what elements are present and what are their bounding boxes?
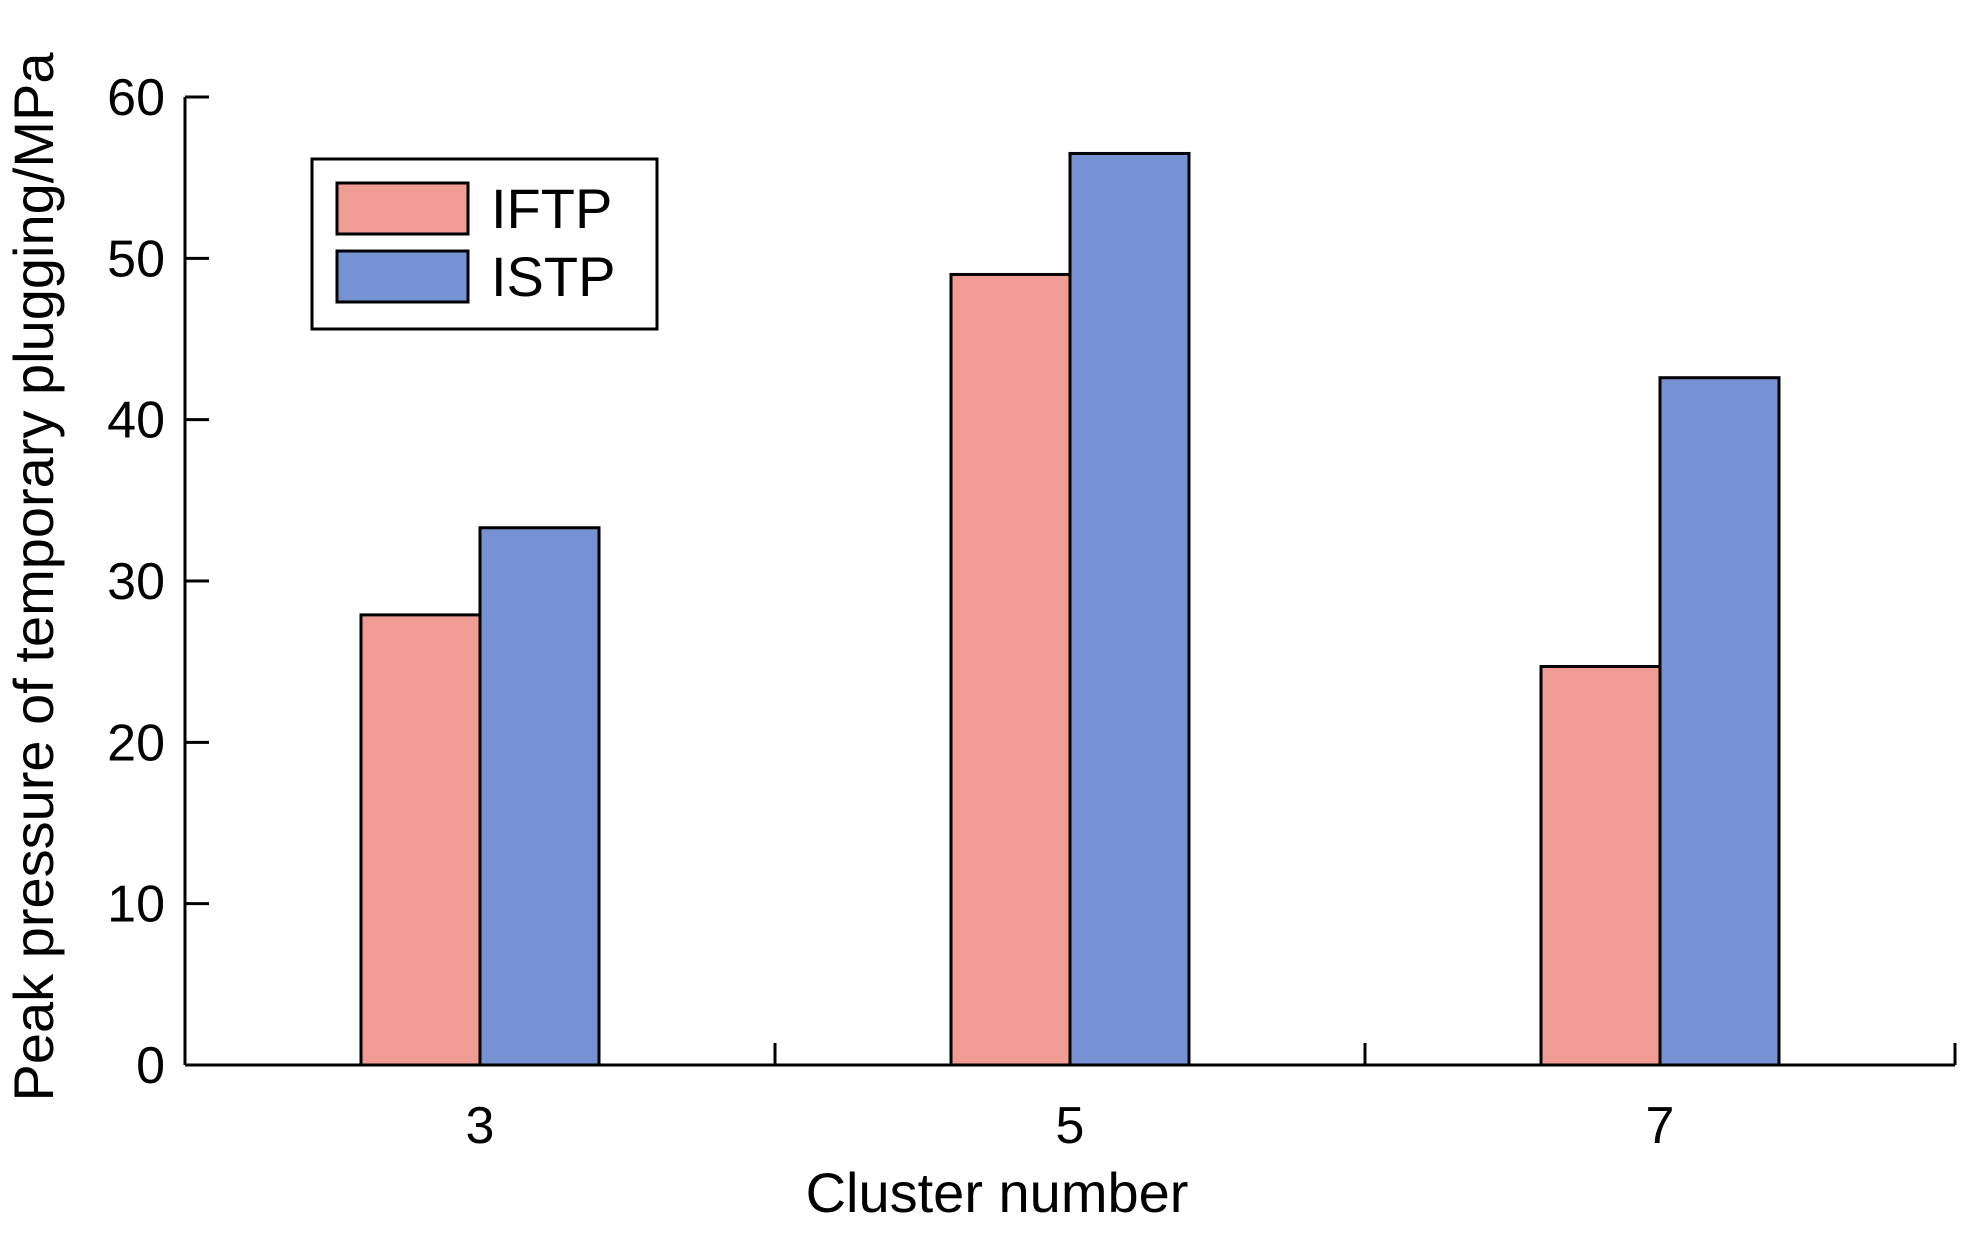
bar-iftp-cluster-3 [359, 613, 482, 1067]
y-tick-label-10: 10 [107, 876, 165, 934]
legend-label-istp: ISTP [491, 245, 615, 308]
legend-label-iftp: IFTP [491, 177, 612, 240]
legend-swatch-iftp [335, 181, 470, 236]
bars-group [359, 151, 1781, 1067]
y-tick-label-0: 0 [136, 1037, 165, 1095]
x-ticks-group: 3 5 7 [466, 1043, 1957, 1155]
legend-swatch-istp [335, 249, 470, 304]
y-axis-title: Peak pressure of temporary plugging/MPa [2, 52, 65, 1102]
x-tick-label-5: 5 [1056, 1097, 1085, 1155]
x-axis-title: Cluster number [806, 1161, 1189, 1224]
y-tick-label-30: 30 [107, 553, 165, 611]
bar-istp-cluster-5 [1068, 151, 1191, 1067]
bar-istp-cluster-7 [1658, 376, 1781, 1067]
y-ticks-group: 0 10 20 30 40 50 60 [107, 69, 209, 1095]
y-tick-label-60: 60 [107, 69, 165, 127]
x-tick-label-3: 3 [466, 1097, 495, 1155]
bar-istp-cluster-3 [478, 526, 601, 1067]
bar-iftp-cluster-5 [949, 272, 1072, 1067]
y-tick-label-50: 50 [107, 230, 165, 288]
x-tick-label-7: 7 [1646, 1097, 1675, 1155]
y-tick-label-20: 20 [107, 714, 165, 772]
legend: IFTP ISTP [310, 157, 659, 331]
y-tick-label-40: 40 [107, 392, 165, 450]
bar-iftp-cluster-7 [1539, 665, 1662, 1067]
